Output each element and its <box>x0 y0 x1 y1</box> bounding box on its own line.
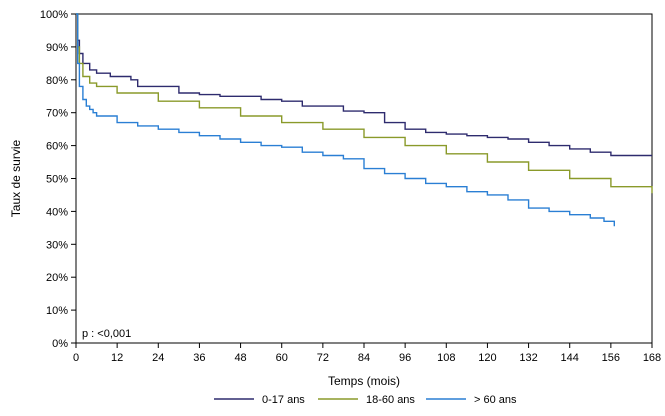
series-lines <box>76 13 653 227</box>
x-tick-label: 12 <box>111 352 123 364</box>
x-tick-label: 132 <box>519 352 537 364</box>
plot-area <box>75 13 653 344</box>
y-tick-label: 100% <box>40 9 68 21</box>
y-tick-label: 30% <box>46 239 68 251</box>
series-line-3 <box>76 13 615 227</box>
legend-label-3: > 60 ans <box>474 394 517 406</box>
x-tick-label: 168 <box>643 352 661 364</box>
y-axis-title: Taux de survie <box>9 139 23 217</box>
y-tick-label: 20% <box>46 272 68 284</box>
x-tick-label: 108 <box>437 352 455 364</box>
legend: 0-17 ans 18-60 ans > 60 ans <box>214 394 517 406</box>
x-tick-label: 84 <box>358 352 370 364</box>
x-tick-label: 72 <box>317 352 329 364</box>
y-tick-label: 70% <box>46 108 68 120</box>
series-line-2 <box>76 13 653 194</box>
plot-frame <box>75 13 653 344</box>
x-tick-label: 48 <box>234 352 246 364</box>
x-tick-label: 0 <box>73 352 79 364</box>
x-tick-label: 144 <box>561 352 579 364</box>
y-tick-label: 80% <box>46 75 68 87</box>
x-tick-label: 60 <box>276 352 288 364</box>
x-tick-label: 24 <box>152 352 164 364</box>
x-tick-label: 36 <box>193 352 205 364</box>
series-line-1 <box>76 13 652 157</box>
x-tick-label: 120 <box>478 352 496 364</box>
y-tick-label: 60% <box>46 141 68 153</box>
x-tick-label: 156 <box>602 352 620 364</box>
x-tick-label: 96 <box>399 352 411 364</box>
y-tick-label: 40% <box>46 206 68 218</box>
x-axis-title: Temps (mois) <box>328 374 400 388</box>
y-tick-label: 90% <box>46 42 68 54</box>
y-tick-label: 10% <box>46 305 68 317</box>
y-tick-label: 50% <box>46 174 68 186</box>
p-value-annotation: p : <0,001 <box>82 328 131 340</box>
legend-label-2: 18-60 ans <box>366 394 415 406</box>
y-tick-label: 0% <box>52 338 68 350</box>
x-axis: 0 12 24 36 48 60 72 84 96 108 120 132 144 156 168 <box>73 343 661 364</box>
y-axis: 0% 10% 20% 30% 40% 50% 60% 70% 80% 90% 100% <box>40 9 76 350</box>
legend-label-1: 0-17 ans <box>262 394 305 406</box>
